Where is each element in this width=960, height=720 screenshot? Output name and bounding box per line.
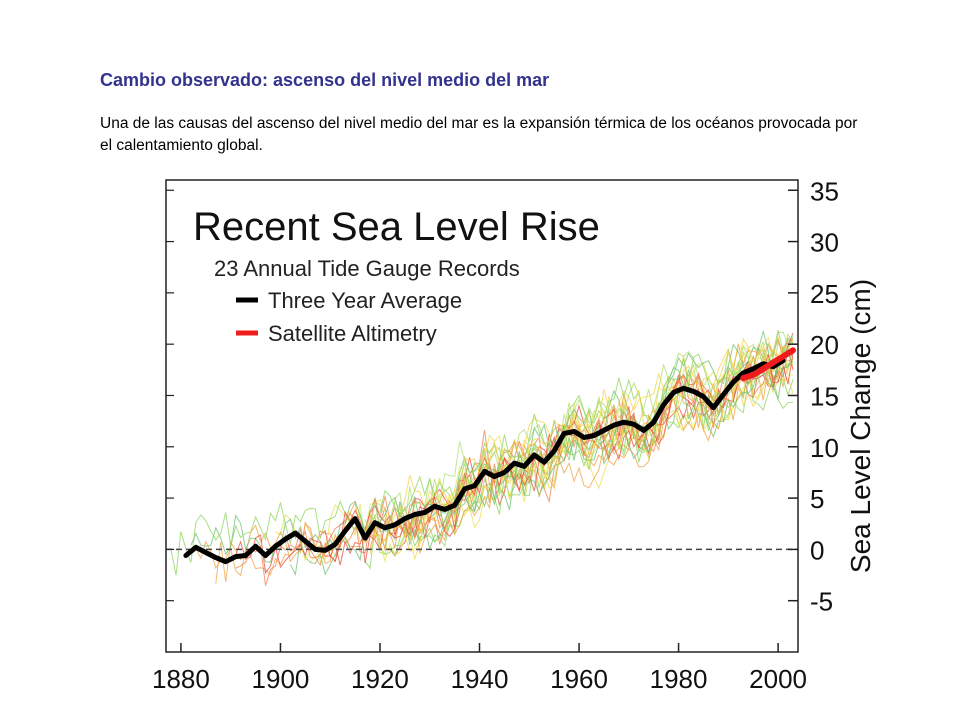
three-year-average-line xyxy=(183,358,786,565)
legend: Three Year Average Satellite Altimetry xyxy=(236,288,462,346)
slide-title: Cambio observado: ascenso del nivel medi… xyxy=(100,70,550,90)
x-tick-label: 1880 xyxy=(152,664,210,694)
series-layer xyxy=(183,347,796,565)
left-axis-ticks xyxy=(166,189,174,602)
x-tick-label: 1980 xyxy=(650,664,708,694)
x-tick-label: 1900 xyxy=(252,664,310,694)
y-tick-label: 35 xyxy=(810,176,839,206)
y-tick-label: 25 xyxy=(810,279,839,309)
tide-gauge-line xyxy=(389,355,794,557)
x-tick-label: 2000 xyxy=(749,664,807,694)
tide-gauge-line xyxy=(424,348,794,551)
y-tick-label: -5 xyxy=(810,587,833,617)
tide-gauge-line xyxy=(170,330,794,576)
x-tick-label: 1940 xyxy=(451,664,509,694)
tide-gauge-line xyxy=(434,337,794,511)
x-axis: 1880 1900 1920 1940 1960 1980 2000 xyxy=(152,643,807,694)
legend-label-satellite-altimetry: Satellite Altimetry xyxy=(268,321,437,346)
x-tick-label: 1920 xyxy=(351,664,409,694)
y-tick-label: 15 xyxy=(810,381,839,411)
y-tick-label: 5 xyxy=(810,484,824,514)
legend-label-three-year-average: Three Year Average xyxy=(268,288,462,313)
y-tick-label: 10 xyxy=(810,433,839,463)
y-tick-label: 30 xyxy=(810,228,839,258)
chart-subtitle: 23 Annual Tide Gauge Records xyxy=(214,256,520,281)
slide-description: Una de las causas del ascenso del nivel … xyxy=(100,115,858,154)
satellite-altimetry-line xyxy=(740,347,796,381)
y-tick-label: 20 xyxy=(810,330,839,360)
y-axis: -5 0 5 10 15 20 25 30 35 xyxy=(788,176,839,617)
x-tick-label: 1960 xyxy=(550,664,608,694)
chart-title: Recent Sea Level Rise xyxy=(193,205,600,249)
y-tick-label: 0 xyxy=(810,535,824,565)
tide-gauge-line xyxy=(364,354,794,551)
tide-gauge-line xyxy=(394,347,794,529)
y-axis-label: Sea Level Change (cm) xyxy=(845,279,876,573)
